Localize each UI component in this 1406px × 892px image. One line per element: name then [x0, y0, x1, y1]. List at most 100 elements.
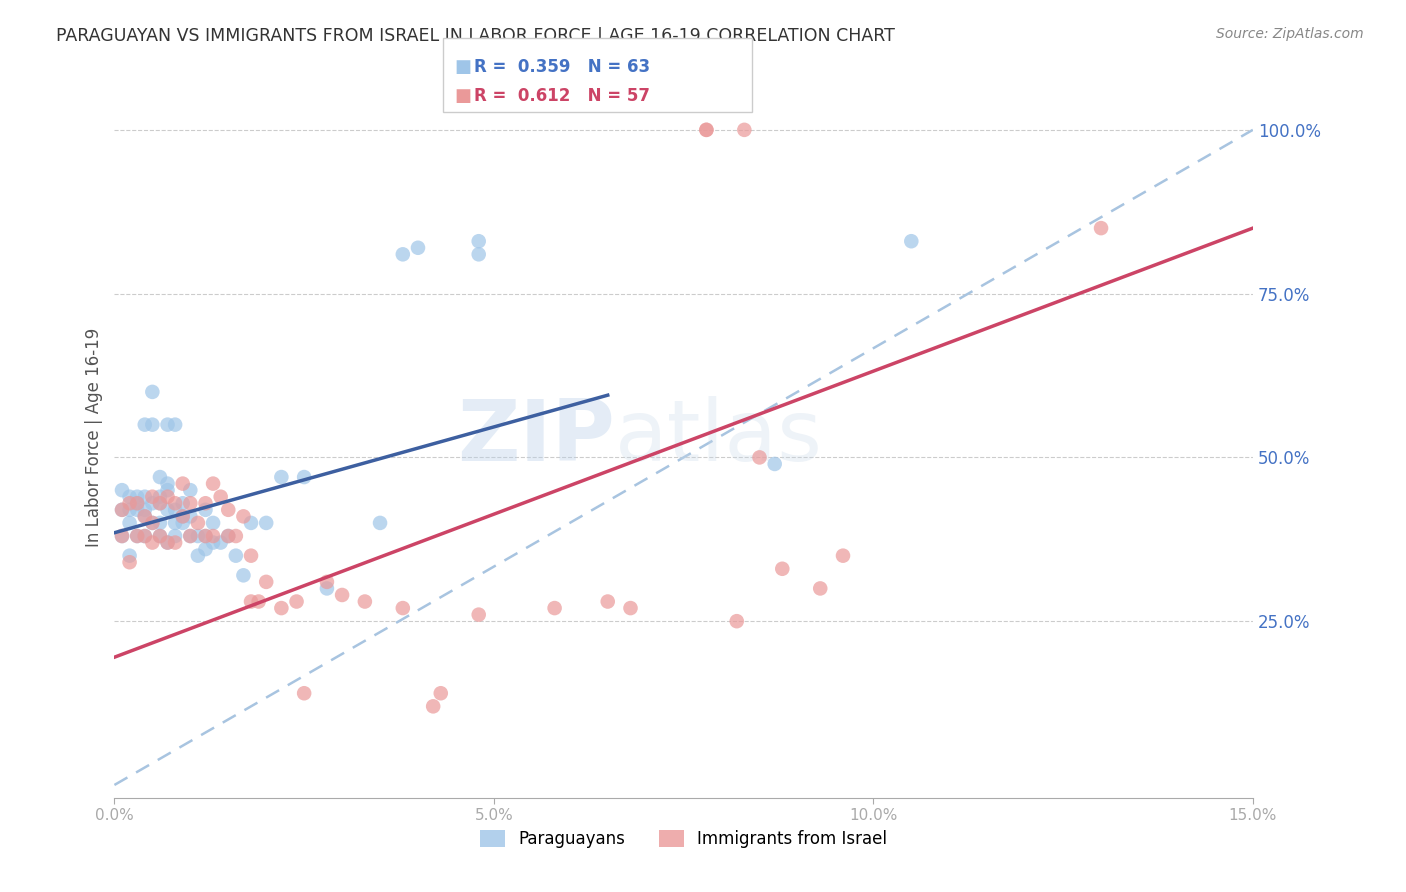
Point: [187, 516, 209, 530]
Point: [254, 574, 277, 589]
Point: [149, 496, 172, 510]
Text: R =  0.612   N = 57: R = 0.612 N = 57: [474, 87, 650, 105]
Point: [391, 601, 413, 615]
Point: [134, 529, 156, 543]
Point: [111, 503, 134, 517]
Point: [172, 509, 194, 524]
Point: [134, 503, 156, 517]
Point: [187, 549, 209, 563]
Point: [118, 516, 141, 530]
Point: [179, 529, 201, 543]
Point: [149, 470, 172, 484]
Point: [543, 601, 565, 615]
Point: [202, 476, 225, 491]
Point: [194, 503, 217, 517]
Text: R =  0.359   N = 63: R = 0.359 N = 63: [474, 58, 650, 76]
Point: [695, 123, 717, 137]
Point: [422, 699, 444, 714]
Point: [1090, 221, 1112, 235]
Point: [240, 594, 263, 608]
Point: [156, 483, 179, 498]
Point: [179, 483, 201, 498]
Point: [118, 490, 141, 504]
Point: [194, 496, 217, 510]
Point: [141, 516, 163, 530]
Point: [194, 529, 217, 543]
Point: [111, 529, 134, 543]
Point: [316, 582, 339, 596]
Point: [156, 490, 179, 504]
Point: [292, 470, 315, 484]
Point: [429, 686, 451, 700]
Point: [127, 496, 149, 510]
Point: [232, 509, 254, 524]
Point: [118, 549, 141, 563]
Point: [194, 529, 217, 543]
Point: [695, 123, 717, 137]
Point: [165, 496, 187, 510]
Text: atlas: atlas: [616, 396, 824, 479]
Point: [134, 417, 156, 432]
Point: [240, 549, 263, 563]
Point: [149, 529, 172, 543]
Point: [270, 470, 292, 484]
Point: [467, 607, 489, 622]
Point: [165, 417, 187, 432]
Point: [232, 568, 254, 582]
Point: [733, 123, 755, 137]
Point: [127, 529, 149, 543]
Y-axis label: In Labor Force | Age 16-19: In Labor Force | Age 16-19: [86, 328, 103, 548]
Point: [165, 516, 187, 530]
Point: [285, 594, 308, 608]
Point: [406, 241, 429, 255]
Point: [202, 529, 225, 543]
Point: [172, 509, 194, 524]
Point: [172, 476, 194, 491]
Point: [149, 490, 172, 504]
Text: ■: ■: [454, 58, 471, 76]
Point: [127, 496, 149, 510]
Point: [156, 476, 179, 491]
Point: [118, 503, 141, 517]
Point: [368, 516, 391, 530]
Point: [118, 555, 141, 569]
Point: [141, 535, 163, 549]
Point: [354, 594, 377, 608]
Point: [179, 509, 201, 524]
Point: [209, 490, 232, 504]
Point: [194, 542, 217, 557]
Point: [134, 509, 156, 524]
Point: [172, 496, 194, 510]
Point: [127, 503, 149, 517]
Point: [118, 496, 141, 510]
Point: [179, 496, 201, 510]
Point: [111, 529, 134, 543]
Point: [763, 457, 786, 471]
Point: [225, 549, 247, 563]
Point: [202, 535, 225, 549]
Point: [127, 490, 149, 504]
Point: [156, 535, 179, 549]
Point: [330, 588, 353, 602]
Text: Source: ZipAtlas.com: Source: ZipAtlas.com: [1216, 27, 1364, 41]
Point: [316, 574, 339, 589]
Point: [111, 503, 134, 517]
Point: [179, 529, 201, 543]
Point: [141, 417, 163, 432]
Point: [596, 594, 619, 608]
Point: [225, 529, 247, 543]
Point: [900, 234, 922, 248]
Point: [134, 529, 156, 543]
Point: [240, 516, 263, 530]
Text: ■: ■: [454, 87, 471, 105]
Point: [217, 529, 239, 543]
Point: [134, 509, 156, 524]
Point: [134, 490, 156, 504]
Point: [808, 582, 831, 596]
Point: [770, 562, 793, 576]
Point: [141, 496, 163, 510]
Point: [149, 516, 172, 530]
Point: [217, 529, 239, 543]
Point: [217, 503, 239, 517]
Point: [156, 535, 179, 549]
